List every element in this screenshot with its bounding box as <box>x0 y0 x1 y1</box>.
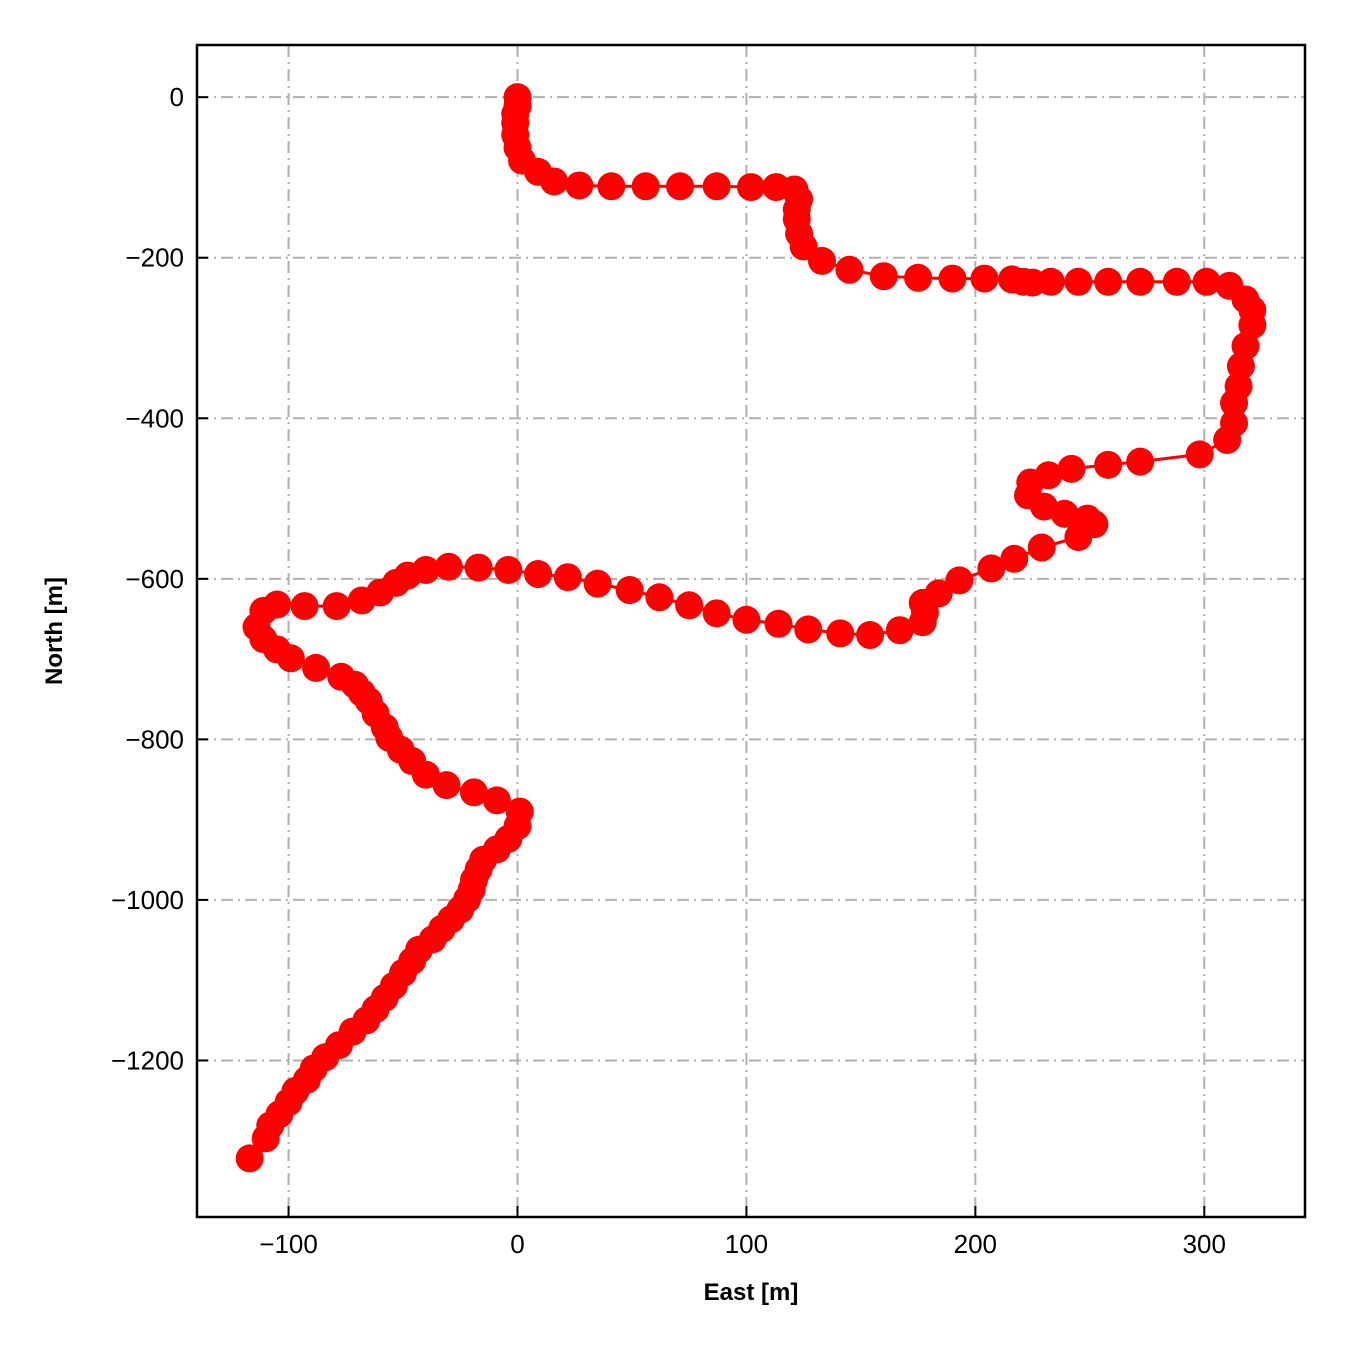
x-tick-label: 200 <box>954 1229 997 1259</box>
data-point <box>1162 267 1191 296</box>
data-point <box>807 246 836 275</box>
data-point <box>1000 544 1029 573</box>
y-tick-label: −200 <box>125 243 184 273</box>
data-point <box>945 566 974 595</box>
data-point <box>666 172 695 201</box>
data-point <box>524 560 553 589</box>
x-tick-label: 0 <box>510 1229 524 1259</box>
data-point <box>1126 447 1155 476</box>
data-point <box>1094 267 1123 296</box>
ticks: −100 0 100 200 3000−200−400−600−800−1000−120… <box>111 82 1226 1259</box>
data-point <box>322 592 351 621</box>
data-point <box>904 263 933 292</box>
data-point <box>675 591 704 620</box>
x-tick-label: 300 <box>1183 1229 1226 1259</box>
data-point <box>1094 450 1123 479</box>
data-point <box>631 172 660 201</box>
x-tick-label: −100 <box>259 1229 318 1259</box>
series-layer <box>235 83 1267 1173</box>
y-tick-label: −600 <box>125 564 184 594</box>
data-point <box>411 760 440 789</box>
data-point <box>794 615 823 644</box>
data-point <box>1057 454 1086 483</box>
data-point <box>908 608 937 637</box>
y-axis-label: North [m] <box>41 577 68 685</box>
data-point <box>737 173 765 202</box>
data-point <box>302 653 331 682</box>
data-point <box>1220 389 1249 418</box>
data-point <box>615 576 644 605</box>
grid <box>197 45 1305 1217</box>
data-point <box>347 586 376 615</box>
x-axis-label: East [m] <box>704 1279 799 1306</box>
data-point <box>565 171 594 200</box>
data-point <box>432 771 461 800</box>
data-point <box>835 255 864 284</box>
data-point <box>702 599 731 628</box>
y-tick-label: −800 <box>125 724 184 754</box>
y-tick-label: 0 <box>170 82 184 112</box>
data-point <box>553 563 582 592</box>
y-tick-label: −1000 <box>111 885 184 915</box>
data-point <box>1027 533 1056 562</box>
data-point <box>276 644 305 673</box>
data-point <box>460 778 488 807</box>
data-point <box>1192 267 1221 296</box>
y-tick-label: −400 <box>125 403 184 433</box>
data-point <box>1213 425 1242 454</box>
data-point <box>764 609 793 638</box>
data-point <box>1185 440 1214 469</box>
data-point <box>482 786 511 815</box>
data-point <box>583 569 612 598</box>
data-point <box>938 264 967 293</box>
data-point <box>597 172 626 201</box>
data-point <box>869 262 898 291</box>
data-point <box>1064 523 1093 552</box>
data-point <box>732 605 761 634</box>
data-point <box>1126 267 1155 296</box>
data-point <box>1050 499 1079 528</box>
data-point <box>977 554 1006 583</box>
data-point <box>494 555 523 584</box>
x-tick-label: 100 <box>725 1229 768 1259</box>
data-point <box>970 264 999 293</box>
data-point <box>251 1124 280 1153</box>
data-point <box>702 172 731 201</box>
data-point <box>645 583 674 612</box>
plot-frame <box>195 43 1307 1219</box>
data-point <box>826 619 855 648</box>
data-point <box>1064 267 1093 296</box>
data-point <box>885 616 914 645</box>
data-point <box>434 552 463 581</box>
data-point <box>856 621 885 650</box>
data-point <box>1036 267 1065 296</box>
data-point <box>464 553 493 582</box>
y-tick-label: −1200 <box>111 1045 184 1075</box>
data-point <box>290 592 319 621</box>
data-point <box>540 167 569 196</box>
data-point <box>235 1144 264 1173</box>
